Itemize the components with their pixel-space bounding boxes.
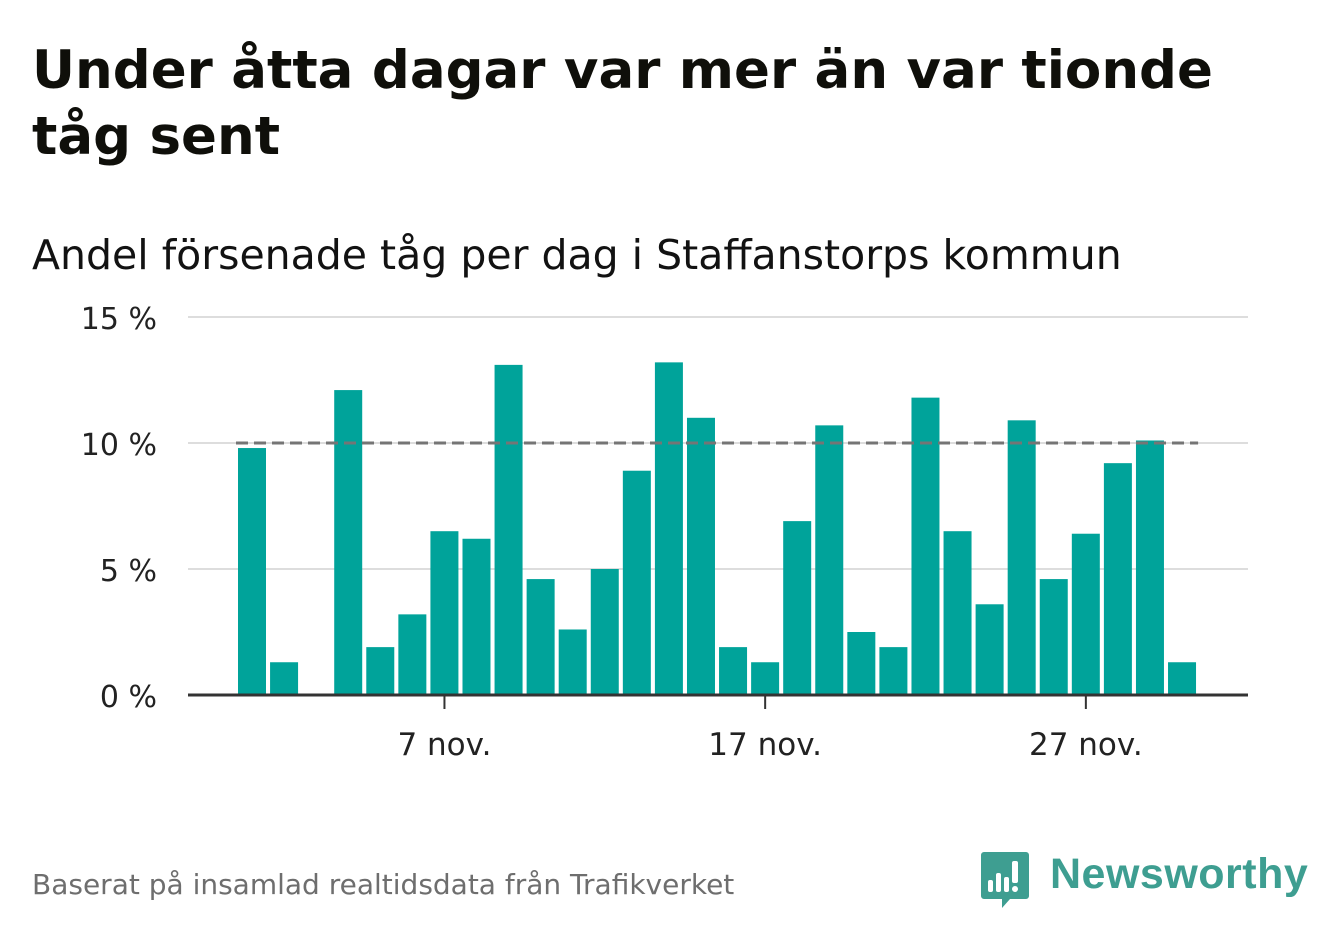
bar (590, 569, 619, 695)
x-tick-label: 7 nov. (397, 727, 491, 763)
bar (815, 425, 844, 695)
bar (686, 417, 715, 695)
newsworthy-logo[interactable]: Newsworthy (980, 848, 1308, 912)
bar (1007, 420, 1036, 695)
y-tick-label: 10 % (81, 428, 157, 463)
bar (975, 604, 1004, 695)
bar (719, 647, 748, 695)
bar (847, 632, 876, 695)
bar (879, 647, 908, 695)
bar (334, 390, 363, 695)
bar (751, 662, 780, 695)
bar (654, 362, 683, 695)
bar (1039, 579, 1068, 695)
bar (430, 531, 459, 695)
bar (270, 662, 299, 695)
bar (558, 629, 587, 695)
y-tick-label: 0 % (100, 680, 157, 715)
bar (1071, 533, 1100, 695)
bar (943, 531, 972, 695)
bar (398, 614, 427, 695)
bar (494, 364, 523, 695)
logo-text: Newsworthy (1050, 850, 1309, 898)
bar (1135, 440, 1164, 695)
bar (1103, 463, 1132, 695)
y-tick-label: 15 % (81, 302, 157, 337)
newsworthy-bar-chart-icon (981, 852, 1029, 908)
chart-title: Under åtta dagar var mer än var tionde t… (32, 40, 1213, 167)
bar (526, 579, 555, 695)
bar (622, 470, 651, 695)
y-tick-label: 5 % (100, 554, 157, 589)
x-tick-label: 17 nov. (708, 727, 822, 763)
bar (783, 521, 812, 695)
bar (238, 448, 266, 695)
x-tick-label: 27 nov. (1029, 727, 1143, 763)
bar (911, 397, 940, 695)
chart-subtitle: Andel försenade tåg per dag i Staffansto… (32, 231, 1122, 279)
source-note: Baserat på insamlad realtidsdata från Tr… (32, 868, 735, 901)
bar (462, 538, 491, 695)
bar-chart: 0 % 5 % 10 % 15 % 7 nov. 17 nov. 27 nov. (81, 302, 1248, 763)
bar (366, 647, 395, 695)
bar (1168, 662, 1197, 695)
